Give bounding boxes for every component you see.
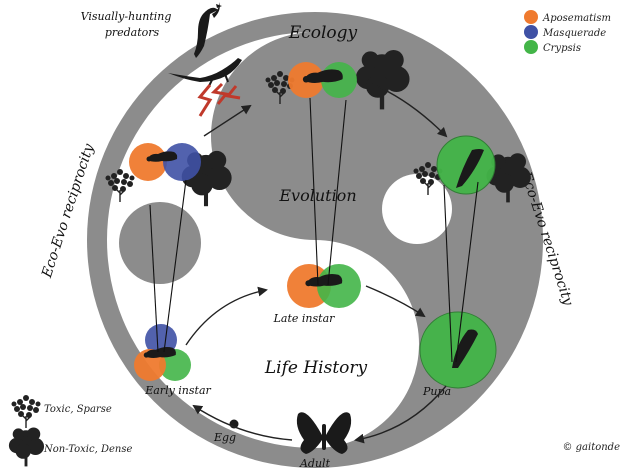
adult-node: Adult (296, 412, 352, 470)
predators-label-line1: Visually-hunting (81, 10, 172, 23)
arrow-pupa-to-adult (354, 385, 447, 444)
aposematism-circle (129, 143, 167, 181)
copyright-text: © gaitonde (562, 442, 620, 453)
leaf-caterpillar-icon (456, 149, 484, 188)
left-node (104, 143, 232, 207)
early-instar-node: Early instar (134, 324, 212, 397)
arrow-early-to-late (185, 286, 268, 346)
arrow-ecology-to-right (371, 83, 448, 138)
arrow-predators-to-ecology (203, 104, 252, 137)
legend-swatch-aposematism (524, 10, 538, 24)
pupa-icon (452, 329, 478, 368)
dense-tree-icon (8, 427, 45, 467)
dot-right (382, 174, 452, 244)
sparse-tree-icon (10, 394, 42, 429)
arrow-late-to-pupa (365, 285, 426, 318)
life-history-title: Life History (264, 358, 368, 378)
ecology-title: Ecology (288, 23, 358, 43)
egg-label: Egg (213, 431, 236, 444)
crypsis-circle (317, 264, 361, 308)
evolution-title: Evolution (278, 186, 356, 205)
predators-group: Visually-hunting predators (81, 2, 242, 117)
bird-icon (194, 2, 222, 58)
lightning-icon (197, 82, 241, 117)
early-instar-label: Early instar (144, 384, 211, 397)
right-node (412, 135, 531, 203)
ecology-node (264, 49, 410, 110)
tree-legend-sparse-label: Toxic, Sparse (44, 404, 112, 415)
legend-swatch-masquerade (524, 25, 538, 39)
legend-swatch-crypsis (524, 40, 538, 54)
late-instar-node: Late instar (273, 264, 361, 325)
legend-label-masquerade: Masquerade (542, 28, 606, 39)
white-half (107, 32, 419, 448)
butterfly-icon (296, 412, 352, 454)
legend-label-aposematism: Aposematism (542, 13, 611, 24)
cycle-arrows (185, 83, 448, 444)
legend: Aposematism Masquerade Crypsis (524, 10, 611, 54)
late-instar-label: Late instar (273, 312, 336, 325)
legend-label-crypsis: Crypsis (543, 43, 581, 54)
tree-legend-dense-label: Non-Toxic, Dense (43, 444, 132, 455)
predators-label-line2: predators (105, 26, 160, 39)
tree-legend: Toxic, Sparse Non-Toxic, Dense (8, 394, 132, 467)
arrow-adult-to-egg (192, 404, 293, 441)
connector-lines (149, 97, 479, 363)
masquerade-circle (163, 143, 201, 181)
adult-label: Adult (299, 457, 331, 470)
dot-left (119, 202, 201, 284)
